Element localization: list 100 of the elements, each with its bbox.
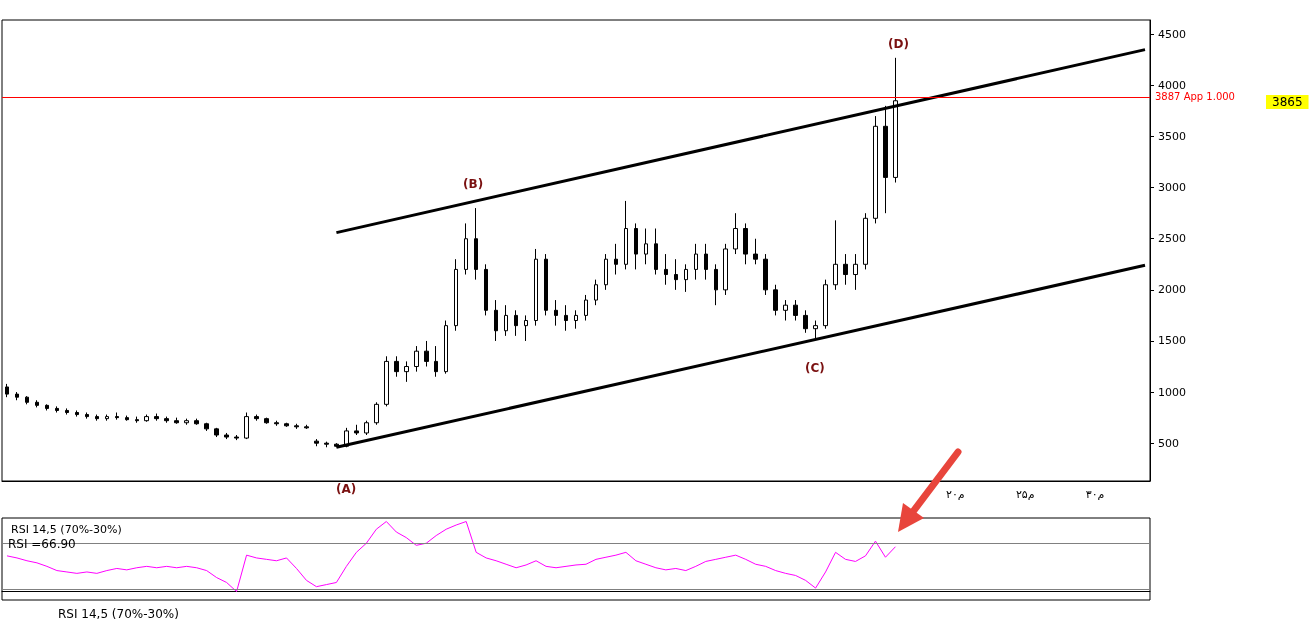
candlestick [115, 412, 119, 421]
candlestick [204, 422, 209, 432]
candlestick [5, 383, 9, 398]
candlestick [55, 405, 59, 414]
candlestick [324, 441, 329, 448]
candlestick [863, 212, 868, 270]
candlestick [164, 416, 169, 424]
candlestick [65, 407, 69, 416]
candlestick [214, 427, 219, 438]
candlestick [594, 279, 598, 306]
candlestick [664, 253, 668, 286]
candlestick [384, 355, 389, 407]
candlestick [843, 253, 848, 286]
candlestick [783, 299, 788, 322]
y-tick-label: 1500 [1158, 334, 1186, 348]
candlestick [624, 200, 628, 270]
candlestick [45, 403, 49, 411]
y-tick-label: 4500 [1158, 27, 1186, 41]
y-tick-label: 3000 [1158, 181, 1186, 195]
candlestick [544, 253, 548, 316]
candlestick [634, 222, 638, 270]
candlestick [773, 284, 778, 316]
candlestick [354, 424, 359, 436]
candlestick [424, 340, 429, 368]
candlestick [524, 314, 528, 342]
y-tick-label: 2000 [1158, 283, 1186, 297]
y-tick-label: 2500 [1158, 232, 1186, 246]
candlestick [753, 238, 758, 265]
candlestick [694, 243, 698, 281]
candlestick [504, 304, 508, 337]
text: 3865 [1272, 95, 1303, 109]
candlestick [484, 263, 488, 316]
candlestick [464, 222, 468, 276]
candlestick [144, 414, 149, 423]
candlestick [105, 414, 109, 422]
candlestick [274, 420, 279, 427]
candlestick [444, 320, 448, 375]
candlestick [514, 309, 518, 337]
candlestick [135, 416, 139, 424]
candlestick [733, 212, 738, 255]
y-tick-label: 3500 [1158, 130, 1186, 144]
candlestick [604, 253, 608, 291]
candlestick [85, 412, 89, 420]
annotation: (C) [805, 361, 825, 375]
candlestick [743, 222, 748, 265]
candlestick [194, 418, 199, 426]
chart-title: RSI 14,5 (70%-30%) [11, 523, 122, 536]
candlestick [534, 248, 538, 327]
annotation: RSI =66.90 [8, 537, 76, 551]
ref-line-label: 3887 App 1.000 [1155, 91, 1235, 103]
x-tick-label: ۲۵م [1015, 488, 1035, 501]
candlestick [803, 309, 808, 334]
candlestick [75, 409, 79, 418]
candlestick [304, 424, 309, 430]
candlestick [434, 345, 438, 378]
candlestick [813, 320, 818, 340]
candlestick [254, 414, 259, 422]
candlestick [763, 253, 768, 296]
candlestick [294, 423, 299, 430]
candlestick [644, 228, 648, 265]
candlestick [234, 434, 239, 441]
candlestick [614, 243, 618, 276]
candlestick [414, 345, 419, 373]
candlestick [574, 309, 578, 330]
candlestick [125, 415, 129, 422]
candlestick [314, 438, 319, 447]
candlestick [284, 422, 289, 428]
x-tick-label: ۲۰م [946, 488, 965, 501]
y-tick-label: 1000 [1158, 385, 1186, 399]
annotation: (B) [463, 177, 484, 191]
candlestick [35, 399, 39, 408]
candlestick [833, 219, 838, 291]
candlestick [654, 228, 658, 276]
candlestick [853, 253, 858, 291]
candlestick [174, 417, 179, 425]
candlestick [95, 414, 99, 422]
candlestick [674, 258, 678, 291]
candlestick [873, 115, 878, 224]
candlestick [883, 105, 888, 214]
candlestick [25, 395, 29, 405]
candlestick [374, 401, 379, 426]
candlestick [364, 420, 369, 436]
candlestick [474, 207, 478, 281]
candlestick [184, 418, 189, 426]
candlestick [564, 304, 568, 332]
candlestick [244, 412, 249, 440]
candlestick [15, 391, 19, 401]
candlestick [454, 258, 458, 332]
candlestick [584, 294, 588, 322]
candlestick [264, 417, 269, 425]
text: RSI 14,5 (70%-30%) [58, 607, 179, 621]
candlestick [554, 299, 558, 327]
y-tick-label: 4000 [1158, 78, 1186, 92]
candlestick [823, 279, 828, 330]
candlestick [684, 263, 688, 293]
candlestick [893, 57, 898, 184]
candlestick [394, 355, 399, 378]
candlestick [404, 360, 409, 383]
candlestick [494, 299, 498, 342]
text: (A) [336, 482, 357, 496]
